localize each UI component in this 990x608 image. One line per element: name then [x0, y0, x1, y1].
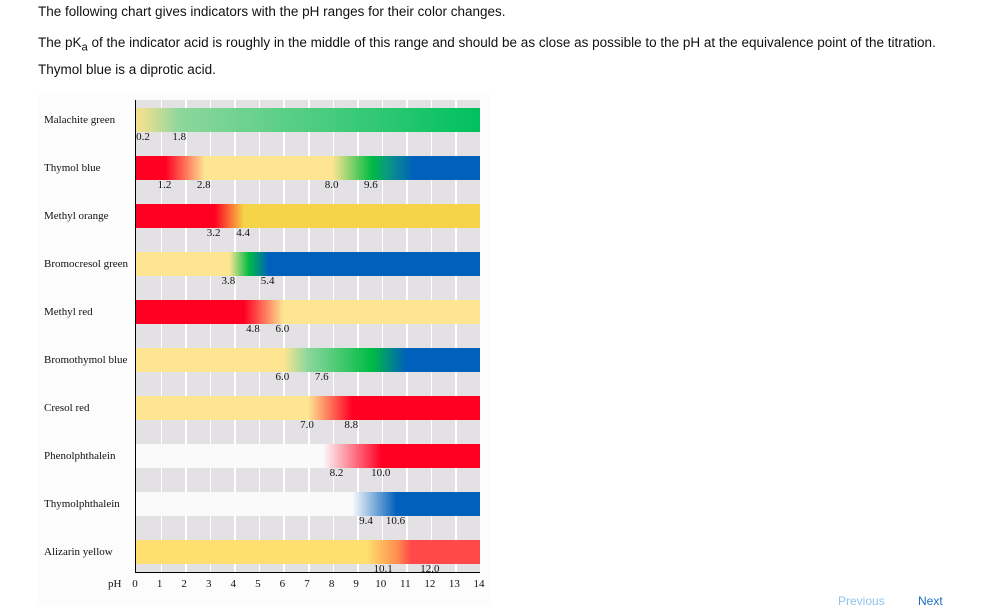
- x-tick-label: 0: [132, 578, 138, 590]
- indicator-bar: [136, 300, 480, 324]
- grid-line: [185, 100, 187, 572]
- indicator-bar: [136, 156, 480, 180]
- range-label: 1.8: [172, 131, 187, 143]
- grid-line: [283, 100, 285, 572]
- x-tick-label: 8: [328, 578, 335, 590]
- previous-button[interactable]: Previous: [838, 594, 885, 608]
- x-tick-label: 2: [181, 578, 187, 590]
- range-label: 6.0: [275, 371, 290, 383]
- grid-line: [234, 100, 236, 572]
- grid-line: [258, 100, 261, 572]
- x-tick-label: 11: [399, 578, 411, 590]
- x-tick-label: 7: [304, 578, 310, 590]
- indicator-name: Phenolphthalein: [44, 450, 116, 462]
- x-tick-label: 6: [279, 578, 286, 590]
- indicator-name: Methyl orange: [44, 210, 109, 222]
- x-tick-label: 13: [448, 578, 460, 590]
- x-tick-label: 10: [375, 578, 387, 590]
- range-label: 4.8: [246, 323, 260, 335]
- range-label: 10.6: [385, 515, 406, 527]
- indicator-bar: [136, 540, 480, 564]
- grid-line: [455, 100, 457, 572]
- indicator-name: Thymol blue: [44, 162, 101, 174]
- range-label: 8.0: [324, 179, 339, 191]
- indicator-bar: [136, 252, 480, 276]
- grid-line: [332, 100, 335, 572]
- grid-line: [406, 100, 408, 572]
- plot-area: [135, 100, 480, 573]
- range-label: 2.8: [196, 179, 211, 191]
- indicator-name: Malachite green: [44, 114, 116, 126]
- range-label: 10.0: [371, 467, 391, 479]
- range-label: 7.0: [300, 419, 314, 431]
- x-tick-label: 4: [230, 578, 237, 590]
- x-tick-label: 12: [424, 578, 436, 590]
- indicator-bar: [136, 444, 480, 468]
- indicator-name: Bromothymol blue: [44, 354, 128, 366]
- range-label: 5.4: [260, 275, 275, 287]
- grid-line: [430, 100, 433, 572]
- grid-line: [160, 100, 163, 572]
- range-label: 0.2: [136, 131, 150, 143]
- indicator-name: Cresol red: [44, 402, 90, 414]
- x-axis-label: pH: [108, 578, 122, 590]
- range-label: 4.4: [236, 227, 250, 239]
- indicator-name: Alizarin yellow: [44, 546, 113, 558]
- range-label: 3.8: [221, 275, 236, 287]
- next-button[interactable]: Next: [918, 594, 943, 608]
- range-label: 12.0: [420, 563, 440, 575]
- grid-line: [357, 100, 359, 572]
- intro-text: The following chart gives indicators wit…: [38, 4, 506, 19]
- x-tick-label: 9: [353, 578, 359, 590]
- indicator-bar: [136, 204, 480, 228]
- indicator-bar: [136, 396, 480, 420]
- range-label: 1.2: [157, 179, 172, 191]
- grid-line: [381, 100, 384, 572]
- range-label: 10.1: [373, 563, 393, 575]
- range-label: 7.6: [314, 371, 329, 383]
- range-label: 8.2: [329, 467, 344, 479]
- x-tick-label: 5: [255, 578, 261, 590]
- indicator-name: Bromocresol green: [44, 258, 128, 270]
- indicator-chart: pH 0 1 2 3 4 5 6 7 8 9 10 11 12 13 14 Malachite green 0.…: [38, 92, 490, 605]
- grid-line: [308, 100, 310, 572]
- indicator-name: Thymolphthalein: [44, 498, 120, 510]
- range-label: 6.0: [275, 323, 290, 335]
- x-tick-label: 1: [156, 578, 163, 590]
- range-label: 9.4: [359, 515, 373, 527]
- indicator-bar: [136, 108, 480, 132]
- range-label: 9.6: [364, 179, 378, 191]
- indicator-name: Methyl red: [44, 306, 93, 318]
- indicator-bar: [136, 492, 480, 516]
- x-tick-label: 3: [205, 578, 212, 590]
- x-tick-label: 14: [473, 578, 485, 590]
- grid-line: [209, 100, 212, 572]
- range-label: 3.2: [206, 227, 221, 239]
- pka-text: The pKa of the indicator acid is roughly…: [38, 35, 936, 77]
- range-label: 8.8: [344, 419, 359, 431]
- indicator-bar: [136, 348, 480, 372]
